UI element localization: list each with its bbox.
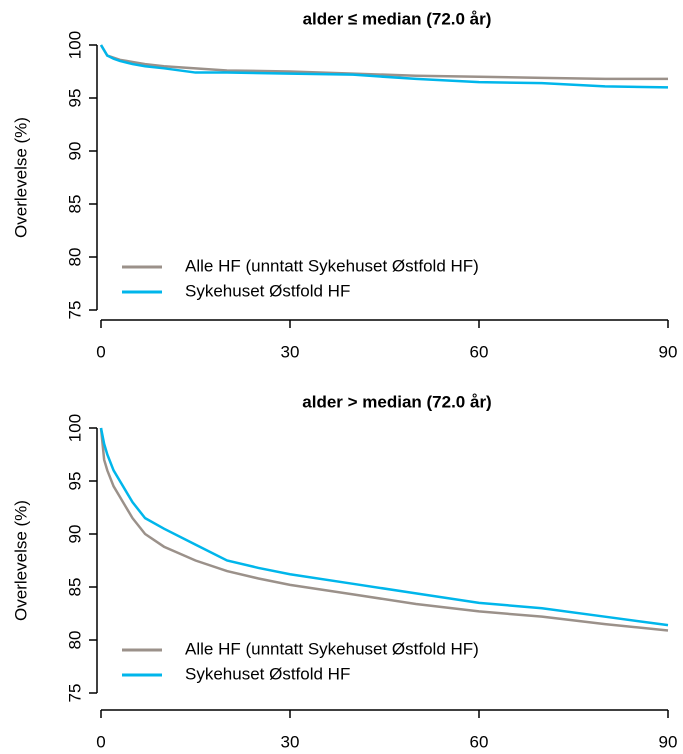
legend-label: Sykehuset Østfold HF (185, 281, 350, 300)
x-tick-label: 90 (659, 342, 678, 361)
survival-line (99, 427, 669, 632)
x-tick-label: 60 (470, 342, 489, 361)
y-tick-label: 100 (65, 31, 84, 59)
x-tick-label: 0 (96, 342, 105, 361)
x-tick-label: 30 (281, 732, 300, 751)
y-axis-label: Overlevelse (%) (11, 500, 30, 621)
y-tick-label: 75 (65, 301, 84, 320)
y-tick-label: 80 (65, 248, 84, 267)
x-tick-label: 90 (659, 732, 678, 751)
y-axis-label: Overlevelse (%) (11, 117, 30, 238)
y-tick-label: 90 (65, 142, 84, 161)
x-tick-label: 60 (470, 732, 489, 751)
legend-label: Alle HF (unntatt Sykehuset Østfold HF) (185, 639, 479, 658)
survival-line (99, 427, 669, 627)
y-tick-label: 80 (65, 631, 84, 650)
survival-line (99, 44, 668, 81)
y-tick-label: 95 (65, 89, 84, 108)
y-tick-label: 75 (65, 684, 84, 703)
x-tick-label: 30 (281, 342, 300, 361)
legend-label: Alle HF (unntatt Sykehuset Østfold HF) (185, 256, 479, 275)
chart-title: alder ≤ median (72.0 år) (303, 9, 492, 28)
legend-label: Sykehuset Østfold HF (185, 664, 350, 683)
x-tick-label: 0 (96, 732, 105, 751)
chart-title: alder > median (72.0 år) (302, 392, 491, 411)
y-tick-label: 85 (65, 195, 84, 214)
y-tick-label: 85 (65, 578, 84, 597)
survival-line (99, 44, 669, 89)
y-tick-label: 100 (65, 414, 84, 442)
y-tick-label: 90 (65, 525, 84, 544)
y-tick-label: 95 (65, 472, 84, 491)
